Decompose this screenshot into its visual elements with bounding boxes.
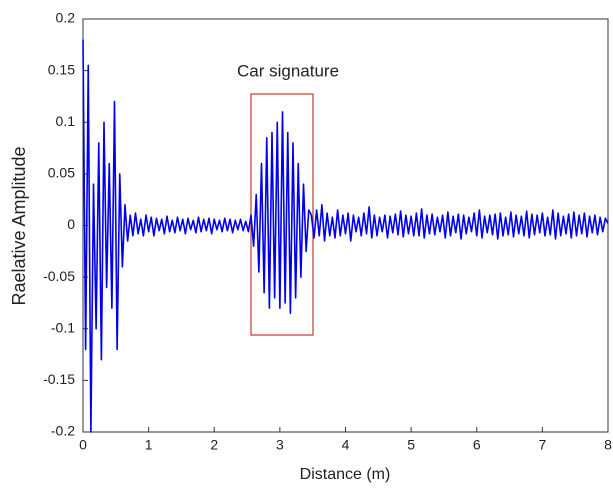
x-tick-label: 0 [79,437,87,453]
x-tick-label: 3 [276,437,284,453]
y-tick-label: -0.1 [51,319,75,335]
y-tick-label: 0.1 [56,113,76,129]
plot-frame [82,18,609,433]
x-tick-label: 4 [342,437,350,453]
x-tick-label: 8 [604,437,612,453]
y-tick-label: 0 [67,216,75,232]
y-tick-label: -0.05 [43,268,75,284]
y-tick-label: 0.15 [48,61,75,77]
y-tick-label: 0.2 [56,10,76,26]
signal-line [82,39,609,433]
y-tick-label: -0.15 [43,371,75,387]
x-tick-label: 1 [145,437,153,453]
y-tick-label: 0.05 [48,165,75,181]
annotation: Car signature [237,61,339,80]
x-tick-label: 5 [407,437,415,453]
x-tick-label: 2 [210,437,218,453]
y-axis-label: Raelative Amplitude [9,146,29,305]
x-tick-label: 6 [473,437,481,453]
x-tick-label: 7 [538,437,546,453]
x-axis-label: Distance (m) [300,466,391,483]
y-tick-label: -0.2 [51,423,75,439]
